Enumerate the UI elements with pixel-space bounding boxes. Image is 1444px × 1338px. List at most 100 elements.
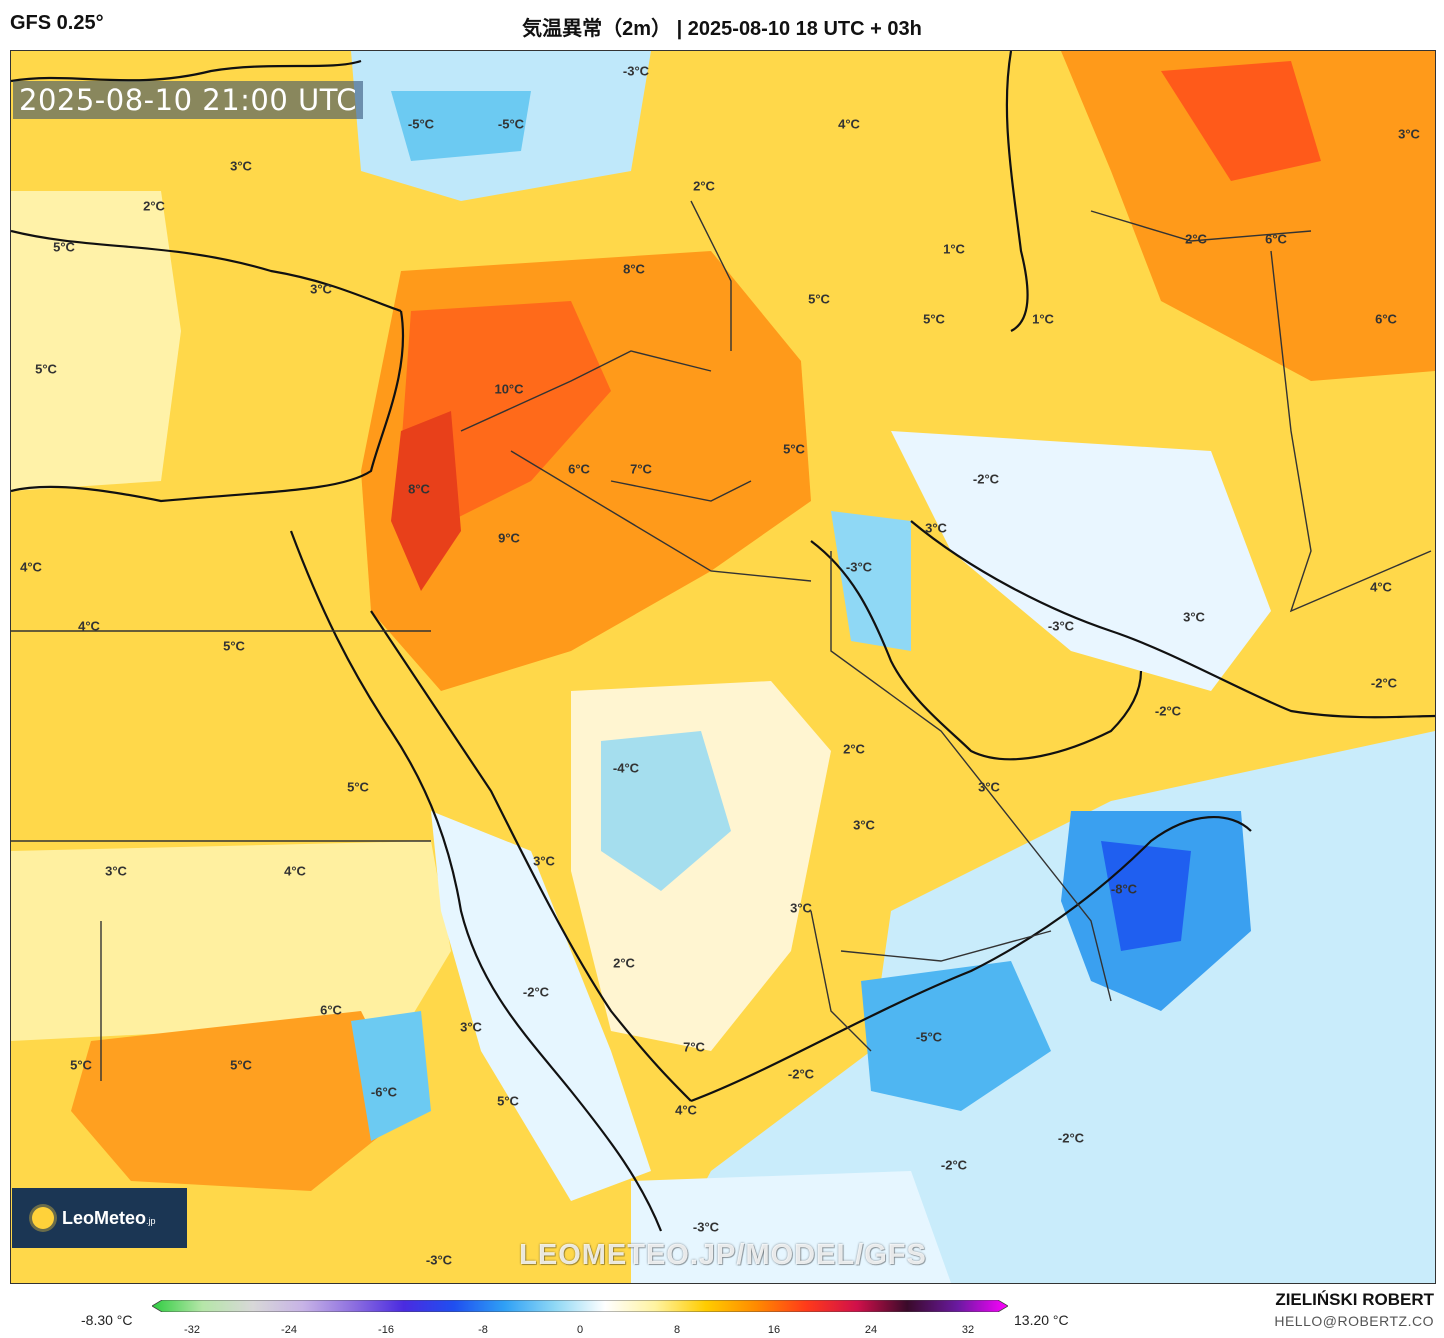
colorbar-tick: -24 — [281, 1324, 297, 1336]
anomaly-label: 3°C — [460, 1019, 482, 1035]
map-area[interactable]: 2025-08-10 21:00 UTC -5°C -5°C -3°C 4°C … — [10, 50, 1436, 1284]
anomaly-label: -4°C — [612, 760, 640, 776]
anomaly-label: 1°C — [943, 241, 965, 257]
anomaly-label: 5°C — [923, 311, 945, 327]
anomaly-field — [11, 51, 1435, 1283]
anomaly-label: 10°C — [494, 381, 524, 397]
cool-iran-south — [891, 431, 1271, 691]
anomaly-label: 3°C — [925, 520, 947, 536]
anomaly-label: -3°C — [622, 63, 650, 79]
anomaly-label: 4°C — [20, 559, 42, 575]
colorbar-tick: -8 — [478, 1324, 488, 1336]
anomaly-label: -2°C — [522, 984, 550, 1000]
cool-najd — [601, 731, 731, 891]
valid-time-stamp: 2025-08-10 21:00 UTC — [13, 81, 364, 119]
anomaly-label: 3°C — [533, 853, 555, 869]
anomaly-label: 1°C — [1032, 311, 1054, 327]
anomaly-label: 3°C — [853, 817, 875, 833]
anomaly-label: 3°C — [105, 863, 127, 879]
anomaly-label: 5°C — [223, 638, 245, 654]
anomaly-label: -2°C — [1057, 1130, 1085, 1146]
anomaly-label: 3°C — [790, 900, 812, 916]
anomaly-label: 4°C — [284, 863, 306, 879]
anomaly-label: 6°C — [320, 1002, 342, 1018]
colorbar-tick: 16 — [767, 1324, 781, 1336]
colorbar-tick: -16 — [378, 1324, 394, 1336]
hot-central-asia — [1061, 51, 1435, 381]
colorbar-tick: 32 — [961, 1324, 975, 1336]
author-email[interactable]: HELLO@ROBERTZ.CO — [1274, 1313, 1434, 1329]
anomaly-label: 5°C — [347, 779, 369, 795]
anomaly-label: 2°C — [843, 741, 865, 757]
anomaly-label: 7°C — [683, 1039, 705, 1055]
anomaly-label: -3°C — [1047, 618, 1075, 634]
anomaly-label: 4°C — [675, 1102, 697, 1118]
pale-north-africa — [11, 841, 451, 1051]
anomaly-label: 8°C — [408, 481, 430, 497]
anomaly-label: -3°C — [692, 1219, 720, 1235]
colorbar-min-label: -8.30 °C — [81, 1312, 133, 1328]
leometeo-logo[interactable]: LeoMeteo.jp — [12, 1188, 187, 1248]
anomaly-label: 4°C — [78, 618, 100, 634]
model-name: GFS 0.25° — [10, 12, 104, 34]
anomaly-label: 5°C — [783, 441, 805, 457]
anomaly-label: -2°C — [1370, 675, 1398, 691]
anomaly-label: 3°C — [230, 158, 252, 174]
anomaly-label: -2°C — [940, 1157, 968, 1173]
anomaly-label: 3°C — [978, 779, 1000, 795]
cool-horn — [631, 1171, 951, 1283]
anomaly-label: 8°C — [623, 261, 645, 277]
anomaly-label: 6°C — [568, 461, 590, 477]
cool-ethiopia — [351, 1011, 431, 1141]
cool-persian-gulf — [831, 511, 911, 651]
colorbar-tick: -32 — [184, 1324, 200, 1336]
anomaly-label: -8°C — [1110, 881, 1138, 897]
cool-core-bs — [391, 91, 531, 161]
anomaly-label: 3°C — [1398, 126, 1420, 142]
anomaly-label: 6°C — [1375, 311, 1397, 327]
map-title: 気温異常（2m） | 2025-08-10 18 UTC + 03h — [522, 18, 922, 40]
anomaly-label: 5°C — [35, 361, 57, 377]
colorbar-tick: 0 — [576, 1324, 584, 1336]
anomaly-label: 5°C — [808, 291, 830, 307]
pale-mediterranean — [11, 191, 181, 491]
anomaly-label: 5°C — [230, 1057, 252, 1073]
anomaly-label: -5°C — [497, 116, 525, 132]
anomaly-label: 5°C — [497, 1093, 519, 1109]
coastlines — [11, 51, 1435, 1232]
cool-red-sea — [431, 811, 651, 1201]
anomaly-label: 2°C — [1185, 231, 1207, 247]
watermark-url: LEOMETEO.JP/MODEL/GFS — [519, 1239, 927, 1271]
anomaly-label: -3°C — [845, 559, 873, 575]
author-name: ZIELIŃSKI ROBERT — [1275, 1290, 1434, 1309]
anomaly-label: 7°C — [630, 461, 652, 477]
anomaly-label: 6°C — [1265, 231, 1287, 247]
anomaly-label: -3°C — [425, 1252, 453, 1268]
borders — [11, 200, 1432, 1081]
anomaly-label: 4°C — [838, 116, 860, 132]
anomaly-label: -2°C — [1154, 703, 1182, 719]
anomaly-label: 3°C — [1183, 609, 1205, 625]
anomaly-label: 9°C — [498, 530, 520, 546]
anomaly-label: -5°C — [915, 1029, 943, 1045]
anomaly-label: 2°C — [613, 955, 635, 971]
anomaly-label: 5°C — [70, 1057, 92, 1073]
hot-sudan — [71, 1011, 411, 1191]
hot-core-ca — [1161, 61, 1321, 181]
sun-icon — [32, 1207, 54, 1229]
colorbar-tick: 24 — [864, 1324, 878, 1336]
anomaly-label: 2°C — [693, 178, 715, 194]
colorbar-max-label: 13.20 °C — [1014, 1312, 1069, 1328]
anomaly-label: 2°C — [143, 198, 165, 214]
anomaly-label: -2°C — [787, 1066, 815, 1082]
colorbar-tick: 8 — [673, 1324, 681, 1336]
colorbar — [152, 1300, 1008, 1312]
anomaly-label: 5°C — [53, 239, 75, 255]
anomaly-label: 4°C — [1370, 579, 1392, 595]
logo-text: LeoMeteo.jp — [62, 1207, 156, 1228]
hot-core-jordan — [391, 411, 461, 591]
anomaly-label: 3°C — [310, 281, 332, 297]
anomaly-label: -6°C — [370, 1084, 398, 1100]
anomaly-label: -2°C — [972, 471, 1000, 487]
anomaly-label: -5°C — [407, 116, 435, 132]
